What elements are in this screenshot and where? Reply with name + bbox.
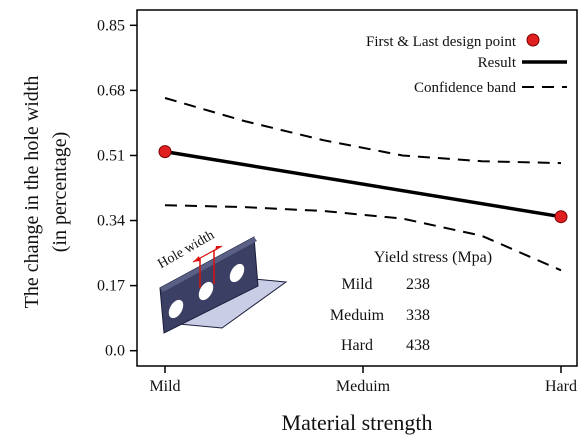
series-layer (158, 97, 568, 272)
y-tick-label: 0.85 (97, 17, 125, 34)
legend-label-result: Result (478, 55, 517, 71)
x-axis: Mild Meduim Hard (149, 366, 577, 395)
inset-row-value: 438 (406, 337, 430, 354)
y-tick-label: 0.34 (97, 213, 125, 230)
inset-table-title: Yield stress (Mpa) (374, 249, 492, 266)
result-line (164, 149, 562, 219)
bar-hole (168, 299, 184, 319)
x-tick-label: Meduim (336, 378, 391, 395)
x-axis-title: Material strength (282, 410, 433, 435)
inset-row-value: 238 (406, 276, 430, 293)
inset-row-label: Meduim (330, 307, 385, 324)
y-tick-label: 0.68 (97, 82, 125, 99)
inset-row-value: 338 (406, 307, 430, 324)
legend-label-design-point: First & Last design point (366, 34, 517, 50)
design-point-marker (158, 145, 172, 159)
y-axis-title-line-2: (in percentage) (49, 132, 71, 252)
legend: First & Last design point Result Confide… (366, 33, 567, 96)
y-tick-label: 0.51 (97, 147, 125, 164)
y-axis: 0.0 0.17 0.34 0.51 0.68 0.85 (97, 17, 137, 360)
design-point-marker (554, 210, 568, 224)
y-tick-label: 0.17 (97, 278, 125, 295)
bar-top-edge (160, 237, 257, 292)
perforated-angle-bar-illustration: Hole width (155, 228, 288, 334)
inset-row-label: Hard (341, 337, 373, 354)
x-tick-label: Mild (149, 378, 180, 395)
y-tick-label: 0.0 (105, 343, 125, 360)
inset-row-label: Mild (341, 276, 372, 293)
x-tick-label: Hard (545, 378, 577, 395)
confidence-band-upper-line (164, 97, 562, 165)
legend-label-confidence-band: Confidence band (414, 80, 517, 96)
confidence-band-lower-line (164, 204, 562, 272)
bar-hole (229, 263, 245, 283)
bar-hole (198, 281, 214, 301)
legend-marker-design-point (526, 33, 540, 47)
plot-frame (136, 9, 578, 367)
dimension-arrowhead (215, 246, 222, 251)
inset-table: Yield stress (Mpa) Mild 238 Meduim 338 H… (330, 249, 492, 354)
y-axis-title-line-1: The change in the hole width (21, 76, 43, 309)
dimension-arrowhead (193, 256, 200, 262)
